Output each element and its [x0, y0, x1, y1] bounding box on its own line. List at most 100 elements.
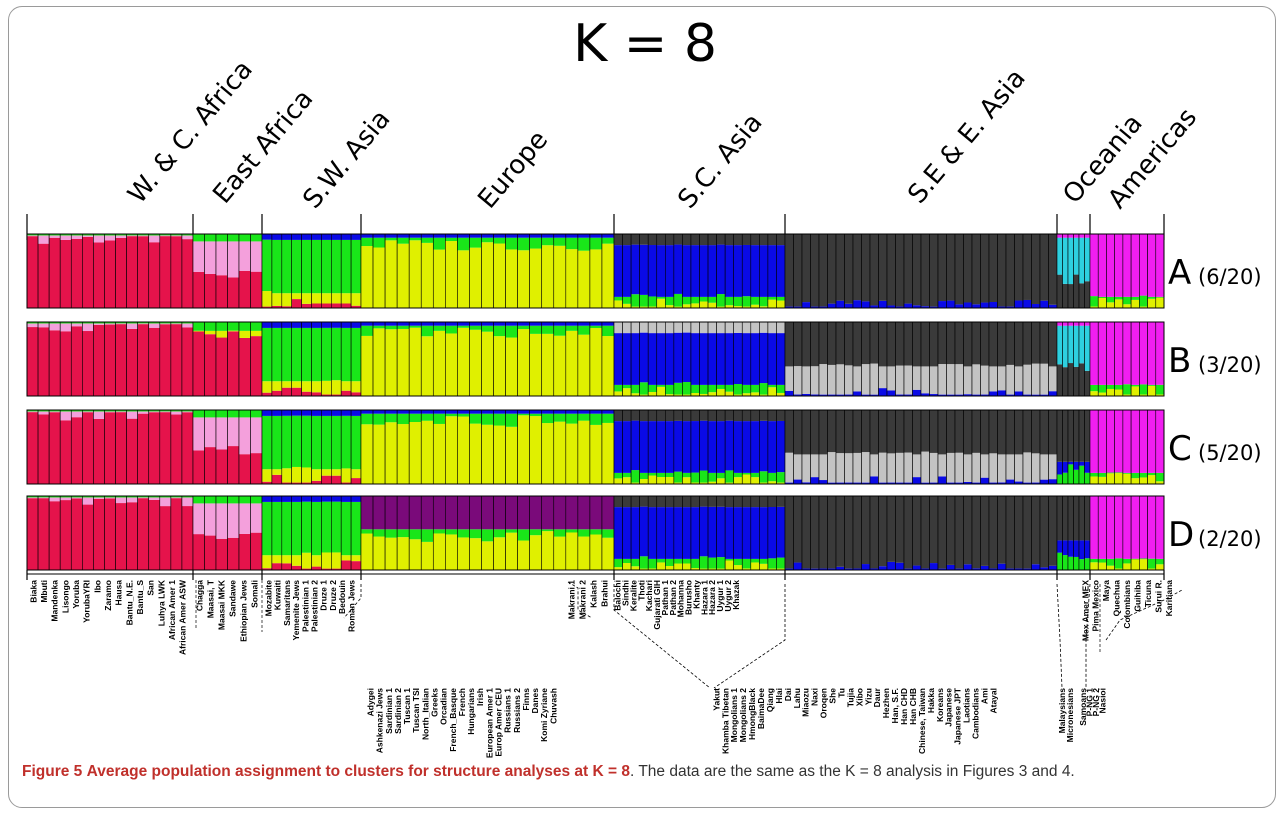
- bar-segment: [972, 410, 981, 453]
- caption-label: Figure 5: [22, 763, 83, 780]
- bar-segment: [844, 394, 854, 396]
- bar-segment: [912, 234, 922, 306]
- population-label: Lisongo: [60, 580, 70, 613]
- bar-segment: [665, 421, 675, 473]
- bar-segment: [262, 381, 273, 393]
- bar-segment: [997, 366, 1007, 391]
- bar-segment: [193, 496, 205, 504]
- bar-segment: [1114, 473, 1124, 484]
- bar-segment: [767, 421, 777, 473]
- bar-segment: [844, 453, 854, 483]
- population-label: Uygur 2: [723, 580, 733, 612]
- bar-segment: [938, 301, 947, 308]
- bar-segment: [725, 558, 734, 561]
- bar-segment: [1073, 410, 1080, 462]
- bar-segment: [137, 236, 150, 308]
- row-letter: D: [1168, 515, 1194, 555]
- bar-segment: [311, 392, 322, 396]
- bar-segment: [912, 565, 922, 570]
- bar-segment: [148, 411, 161, 413]
- bar-segment: [351, 381, 362, 393]
- bar-segment: [421, 410, 434, 414]
- bar-segment: [341, 390, 352, 396]
- bar-segment: [690, 245, 700, 297]
- bar-segment: [759, 420, 769, 472]
- bar-segment: [665, 234, 675, 246]
- population-label: Sardinian 2: [393, 688, 403, 734]
- bar-segment: [716, 322, 726, 334]
- bar-segment: [281, 563, 292, 570]
- bar-segment: [553, 234, 567, 238]
- bar-segment: [819, 568, 828, 570]
- bar-segment: [421, 420, 434, 484]
- bar-segment: [321, 501, 332, 553]
- bar-segment: [373, 536, 386, 570]
- bar-segment: [870, 476, 879, 484]
- bar-segment: [331, 293, 342, 304]
- bar-segment: [955, 234, 964, 305]
- bar-segment: [361, 533, 374, 570]
- bar-segment: [291, 322, 302, 328]
- bar-segment: [541, 496, 555, 530]
- bar-segment: [361, 322, 374, 326]
- bar-segment: [1014, 481, 1024, 484]
- bar-segment: [767, 322, 777, 334]
- bar-segment: [541, 234, 555, 238]
- population-label: Japanese JPT: [953, 687, 963, 745]
- bar-segment: [750, 410, 760, 422]
- population-label: Nasioi: [1097, 688, 1107, 714]
- bar-segment: [311, 566, 322, 570]
- bar-segment: [810, 306, 820, 308]
- bar-segment: [93, 411, 105, 419]
- bar-segment: [589, 496, 603, 530]
- bar-segment: [82, 504, 94, 570]
- connector-line: [713, 584, 786, 689]
- bar-segment: [291, 482, 302, 484]
- bar-segment: [810, 322, 820, 367]
- bar-segment: [656, 322, 666, 334]
- row-runs: (6/20): [1198, 265, 1262, 289]
- bar-segment: [505, 234, 518, 238]
- bar-segment: [1084, 540, 1091, 559]
- bar-segment: [767, 333, 777, 385]
- bar-segment: [656, 410, 666, 422]
- bar-segment: [767, 299, 777, 308]
- bar-segment: [301, 496, 312, 502]
- bar-segment: [469, 423, 482, 484]
- bar-segment: [750, 477, 760, 484]
- bar-segment: [60, 500, 72, 570]
- bar-segment: [71, 497, 83, 499]
- bar-segment: [1122, 296, 1132, 305]
- bar-segment: [1073, 234, 1080, 238]
- bar-segment: [577, 529, 591, 537]
- bar-segment: [1048, 234, 1058, 305]
- bar-segment: [1068, 461, 1074, 465]
- bar-segment: [1147, 298, 1157, 308]
- bar-segment: [656, 472, 666, 478]
- bar-segment: [921, 410, 930, 452]
- bar-segment: [622, 303, 632, 308]
- bar-segment: [1023, 322, 1032, 365]
- bar-segment: [433, 330, 446, 396]
- bar-segment: [639, 421, 649, 473]
- bar-segment: [622, 563, 632, 570]
- bar-segment: [311, 555, 322, 567]
- bar-segment: [690, 384, 700, 394]
- population-label: Kalash: [589, 580, 599, 608]
- bar-segment: [49, 411, 61, 413]
- bar-segment: [469, 496, 482, 530]
- bar-segment: [1040, 322, 1049, 364]
- bar-segment: [262, 568, 273, 570]
- bar-segment: [895, 306, 905, 308]
- bar-segment: [341, 415, 352, 469]
- bar-segment: [1131, 234, 1140, 297]
- bar-segment: [810, 568, 820, 570]
- bar-segment: [878, 300, 888, 308]
- population-label: Hlai: [774, 688, 784, 704]
- population-label: Luhya LWK: [156, 579, 166, 626]
- bar-segment: [614, 300, 623, 308]
- bar-segment: [93, 496, 105, 498]
- bar-segment: [912, 477, 922, 484]
- bar-segment: [311, 496, 322, 502]
- bar-segment: [955, 496, 964, 569]
